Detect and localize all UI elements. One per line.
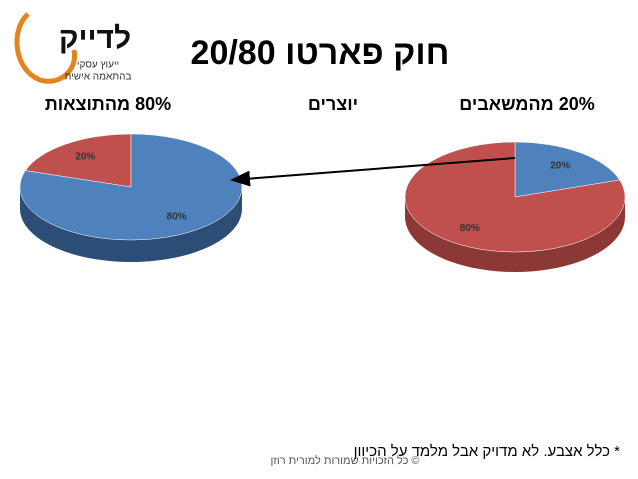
pie-slice (25, 133, 132, 188)
pie-slice (514, 141, 621, 198)
pies: 20% 80% 20% 80% (19, 133, 626, 272)
copyright: © כל הזכויות שמורות למורית רוזן (270, 454, 419, 467)
slide-title: חוק פארטו 20/80 (191, 34, 450, 72)
logo-line: בהתאמה אישית (65, 72, 132, 83)
logo: לדייק ייעוץ עסקי בהתאמה אישית (14, 12, 132, 84)
data-label: 80% (167, 212, 187, 223)
logo-name: לדייק (59, 22, 131, 55)
pie-slice (404, 141, 626, 253)
data-label: 20% (550, 160, 570, 171)
pie-slice (19, 133, 243, 241)
pie-side (405, 197, 625, 272)
chart-title: 80% מהתוצאות (45, 94, 171, 114)
pie-side (20, 187, 242, 262)
data-label: 20% (75, 152, 95, 163)
connector-label: יוצרים (308, 94, 358, 114)
logo-line: ייעוץ עסקי (77, 60, 119, 71)
arrow (230, 157, 516, 187)
chart-title: 20% מהמשאבים (459, 94, 595, 114)
footnote: * כלל אצבע. לא מדויק אבל מלמד על הכיוון (354, 443, 621, 460)
data-label: 80% (460, 223, 480, 234)
logo-swoosh (14, 12, 78, 84)
